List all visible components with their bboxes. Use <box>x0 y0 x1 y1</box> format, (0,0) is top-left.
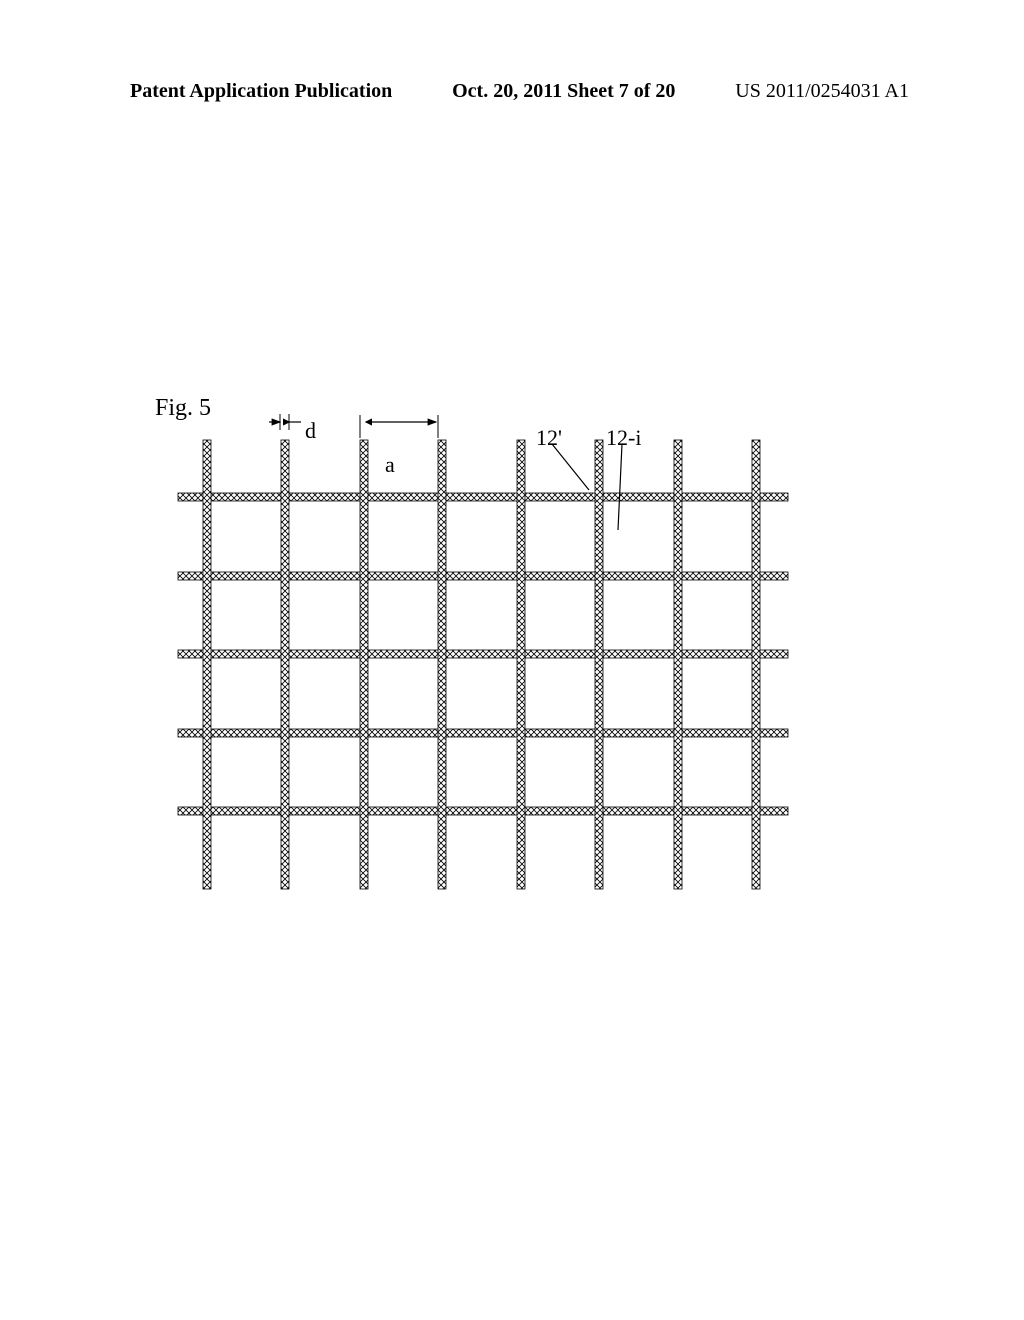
grid-diagram <box>0 0 1024 1320</box>
